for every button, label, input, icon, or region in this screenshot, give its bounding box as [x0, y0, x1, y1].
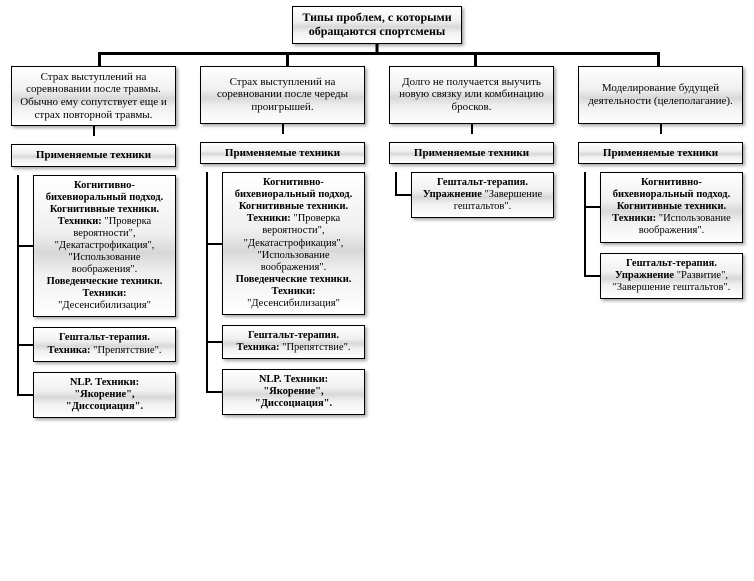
problem-box: Моделирование будущей деятельности (целе… [578, 66, 743, 124]
elbow-connector [200, 172, 222, 415]
detail-stack: Когнитивно-бихевиоральный подход. Когнит… [222, 172, 365, 415]
root-connector [6, 44, 748, 66]
technique-box: Гештальт-терапия. Техника: "Препятствие"… [222, 325, 365, 359]
details-wrap: Когнитивно-бихевиоральный подход. Когнит… [578, 172, 743, 299]
column-0: Страх выступлений на соревновании после … [6, 66, 181, 418]
connector-stub [471, 124, 473, 134]
detail-stack: Гештальт-терапия. Упражнение "Завершение… [411, 172, 554, 218]
technique-box: NLP. Техники: "Якорение", "Диссоциация". [33, 372, 176, 418]
detail-stack: Когнитивно-бихевиоральный подход. Когнит… [33, 175, 176, 418]
techniques-header: Применяемые техники [389, 142, 554, 165]
technique-box: Гештальт-терапия. Упражнение "Завершение… [411, 172, 554, 218]
connector-stub [282, 124, 284, 134]
detail-stack: Когнитивно-бихевиоральный подход. Когнит… [600, 172, 743, 299]
column-2: Долго не получается выучить новую связку… [384, 66, 559, 418]
details-wrap: Когнитивно-бихевиоральный подход. Когнит… [200, 172, 365, 415]
technique-box: NLP. Техники: "Якорение", "Диссоциация". [222, 369, 365, 415]
elbow-connector [578, 172, 600, 299]
elbow-connector [11, 175, 33, 418]
problem-box: Страх выступлений на соревновании после … [11, 66, 176, 127]
connector-stub [660, 124, 662, 134]
column-1: Страх выступлений на соревновании после … [195, 66, 370, 418]
techniques-header: Применяемые техники [11, 144, 176, 167]
root-node: Типы проблем, с которыми обращаются спор… [292, 6, 462, 44]
techniques-header: Применяемые техники [200, 142, 365, 165]
technique-box: Гештальт-терапия. Упражнение "Развитие",… [600, 253, 743, 299]
technique-box: Гештальт-терапия. Техника: "Препятствие"… [33, 327, 176, 361]
technique-box: Когнитивно-бихевиоральный подход. Когнит… [222, 172, 365, 315]
connector-stub [93, 126, 95, 136]
elbow-connector [389, 172, 411, 218]
column-3: Моделирование будущей деятельности (целе… [573, 66, 748, 418]
problem-box: Долго не получается выучить новую связку… [389, 66, 554, 124]
details-wrap: Когнитивно-бихевиоральный подход. Когнит… [11, 175, 176, 418]
technique-box: Когнитивно-бихевиоральный подход. Когнит… [33, 175, 176, 318]
techniques-header: Применяемые техники [578, 142, 743, 165]
technique-box: Когнитивно-бихевиоральный подход. Когнит… [600, 172, 743, 242]
columns-row: Страх выступлений на соревновании после … [6, 66, 748, 418]
details-wrap: Гештальт-терапия. Упражнение "Завершение… [389, 172, 554, 218]
problem-box: Страх выступлений на соревновании после … [200, 66, 365, 124]
